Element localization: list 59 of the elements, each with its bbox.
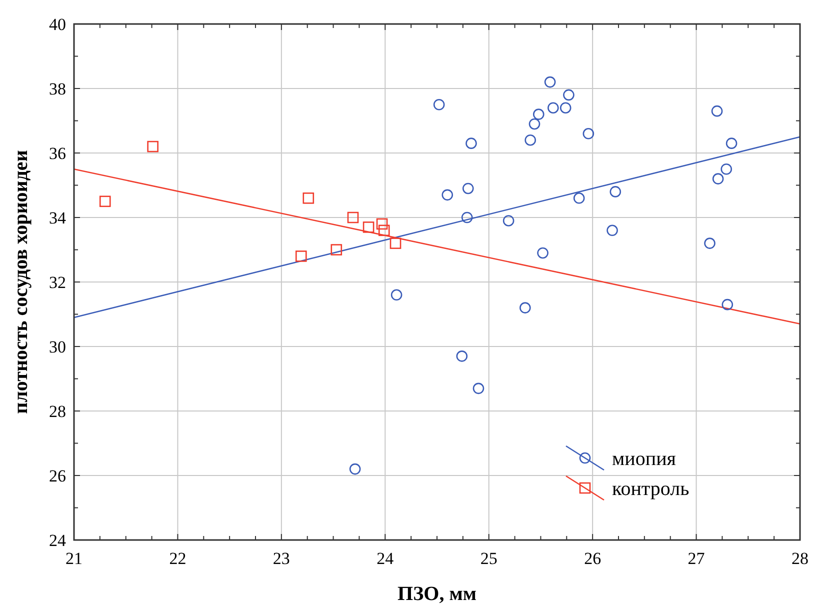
x-tick-label: 23 <box>272 549 290 568</box>
point <box>466 138 477 149</box>
point <box>563 89 574 101</box>
x-tick-label: 26 <box>584 549 602 568</box>
point <box>524 134 536 146</box>
x-tick-label: 24 <box>376 549 394 568</box>
y-axis-title: плотность сосудов хориоидеи <box>10 150 32 414</box>
point <box>461 212 473 224</box>
point <box>295 250 307 262</box>
point <box>711 105 723 117</box>
point <box>726 138 738 149</box>
y-tick-label: 34 <box>49 208 66 228</box>
y-tick-label: 26 <box>49 466 66 486</box>
point <box>606 224 618 236</box>
x-tick-label: 22 <box>169 549 186 568</box>
x-tick-label: 27 <box>688 549 706 568</box>
y-tick-label: 30 <box>49 337 66 356</box>
point <box>722 298 734 310</box>
point <box>462 182 474 194</box>
point <box>720 163 732 175</box>
point <box>582 128 594 140</box>
point <box>390 238 402 249</box>
point <box>330 244 342 256</box>
x-tick-label: 25 <box>480 549 498 568</box>
y-tick-label: 24 <box>49 530 66 550</box>
y-tick-label: 28 <box>49 402 66 421</box>
point <box>704 238 716 249</box>
x-tick-label: 21 <box>66 549 82 568</box>
point <box>573 192 585 204</box>
point <box>390 289 402 301</box>
point <box>347 212 359 224</box>
y-tick-label: 40 <box>49 14 66 34</box>
legend-label: миопия <box>612 448 676 470</box>
point <box>528 118 540 130</box>
point <box>520 302 531 314</box>
point <box>433 98 445 110</box>
point <box>472 382 484 394</box>
point <box>302 192 314 204</box>
point <box>548 102 559 114</box>
point <box>532 108 544 120</box>
x-axis-title: ПЗО, мм <box>398 583 476 604</box>
point <box>147 140 158 152</box>
x-tick-label: 28 <box>792 549 808 568</box>
point <box>537 247 548 259</box>
point <box>99 196 111 208</box>
point <box>456 350 468 362</box>
y-tick-label: 36 <box>49 144 66 163</box>
y-tick-label: 38 <box>49 79 66 98</box>
point <box>442 189 454 201</box>
legend-label: контроль <box>612 478 690 500</box>
y-tick-label: 32 <box>49 272 66 292</box>
point <box>712 173 724 184</box>
point <box>349 463 361 475</box>
point <box>378 224 390 236</box>
point <box>560 102 572 114</box>
point <box>544 76 556 88</box>
point <box>362 222 374 233</box>
point <box>502 215 514 226</box>
point <box>610 186 622 198</box>
